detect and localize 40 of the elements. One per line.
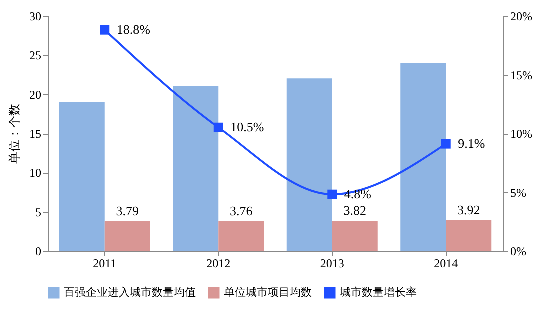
x-tick-label: 2011 [93,256,117,270]
x-tick-label: 2012 [206,256,231,270]
point [100,25,110,35]
bar [59,102,105,251]
point [328,190,338,200]
data-label: 4.8% [344,186,372,202]
legend-label: 单位城市项目均数 [224,286,312,299]
data-label: 3.92 [458,202,480,218]
x-tick-label: 2014 [434,256,458,270]
data-label: 3.79 [116,203,139,218]
bar [332,221,378,251]
data-label: 9.1% [458,136,486,152]
y2-tick-label: 10% [510,127,532,141]
x-tick-label: 2013 [320,256,344,270]
point [441,139,451,149]
y-tick-label: 10 [30,166,42,180]
y-tick-label: 0 [36,244,42,258]
data-label: 18.8% [116,22,151,38]
y-tick-label: 30 [30,10,42,24]
data-label: 3.76 [230,204,254,219]
y-tick-label: 20 [30,88,42,102]
data-label: 10.5% [230,120,264,135]
y2-tick-label: 5% [510,186,526,200]
y-axis-title: 单位：个数 [8,104,22,164]
bar [104,221,150,251]
data-label: 3.82 [344,203,366,218]
bar [446,220,492,251]
legend-label: 城市数量增长率 [339,286,417,299]
bar [400,63,446,251]
point [214,122,224,132]
y2-tick-label: 20% [510,10,532,24]
legend-label: 百强企业进入城市数量均值 [64,286,196,299]
y-tick-label: 25 [30,48,42,63]
y-tick-label: 5 [36,205,42,220]
bar [173,86,219,251]
bar [218,222,264,251]
y2-tick-label: 15% [510,68,532,82]
y2-tick-label: 0% [510,244,526,258]
bar [286,78,332,251]
y-tick-label: 15 [30,127,42,141]
